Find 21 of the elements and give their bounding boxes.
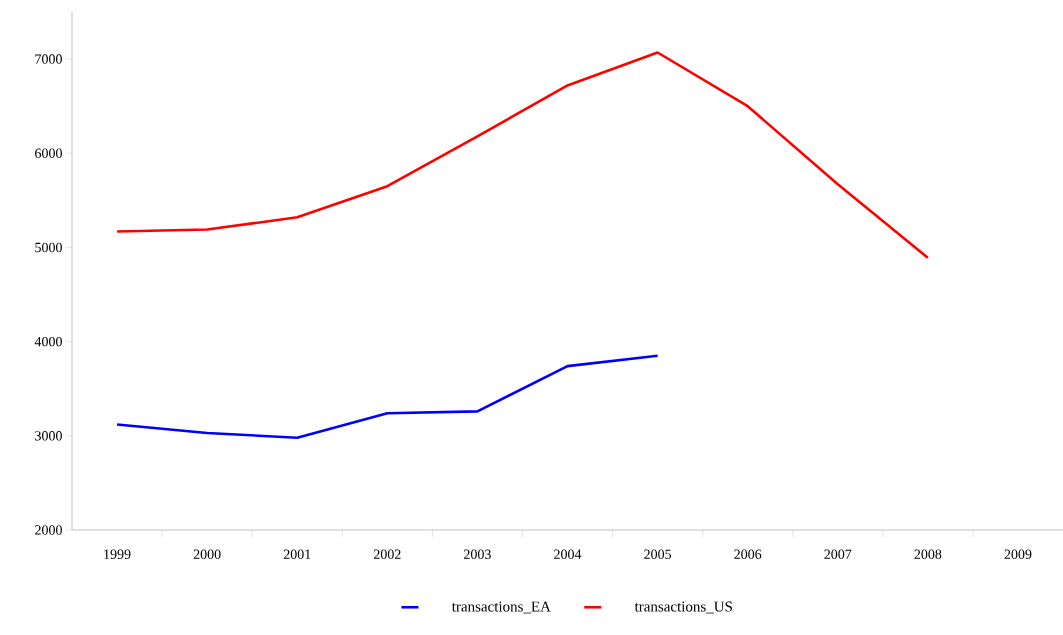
line-series <box>115 51 930 260</box>
x-tick-label: 2008 <box>914 549 942 559</box>
y-tick-label: 5000 <box>35 242 62 253</box>
x-tick-label: 2003 <box>464 549 491 559</box>
y-tick-label: 7000 <box>35 54 62 64</box>
y-tick-label: 6000 <box>35 148 62 158</box>
x-tick-label: 2001 <box>283 549 311 559</box>
x-tick-label: 2000 <box>193 549 221 559</box>
x-tick-label: 2002 <box>373 549 401 559</box>
y-tick-label: 4000 <box>34 336 62 347</box>
x-tick-label: 2005 <box>644 549 672 559</box>
y-tick-label: 3000 <box>35 431 62 441</box>
x-tick-label: 2006 <box>734 549 762 559</box>
x-tick-label: 1999 <box>104 549 131 559</box>
x-tick-label: 2004 <box>554 549 582 559</box>
legend-label: transactions_EA <box>451 601 551 614</box>
x-tick-label: 2009 <box>1004 549 1032 559</box>
legend-label: transactions_US <box>634 601 732 614</box>
y-tick-label: 2000 <box>35 525 62 535</box>
x-tick-label: 2007 <box>824 549 852 559</box>
line-series <box>115 354 659 439</box>
